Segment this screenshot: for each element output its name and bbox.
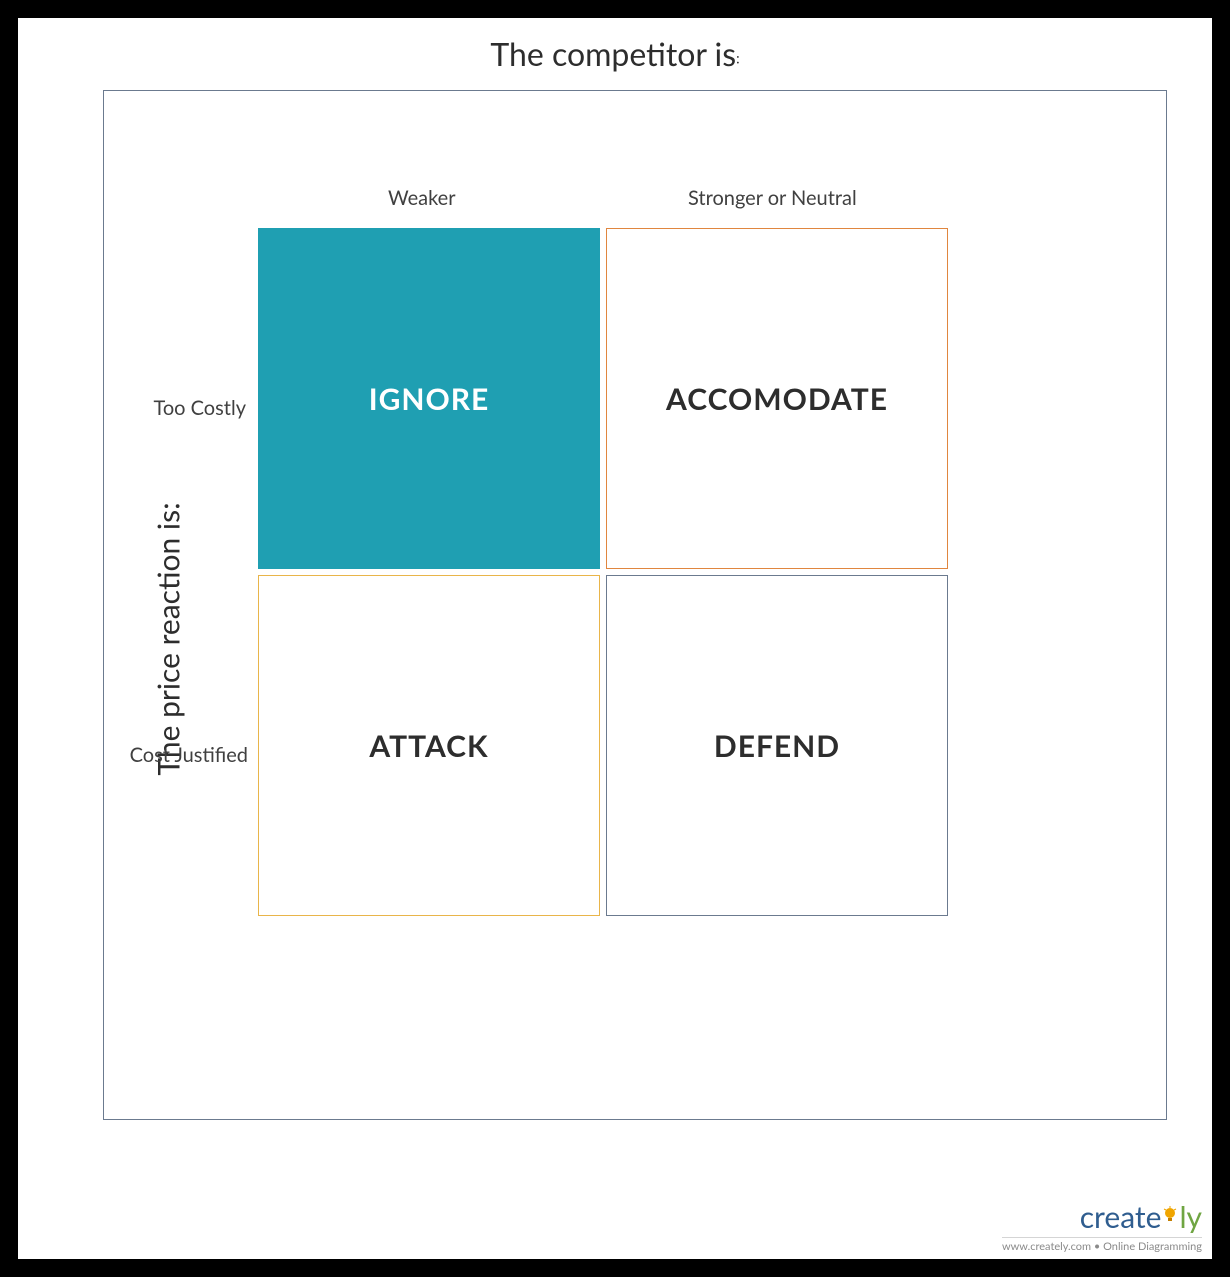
quadrant-accomodate: ACCOMODATE xyxy=(606,228,948,569)
branding-tagline: www.creately.com • Online Diagramming xyxy=(1002,1237,1202,1253)
lightbulb-icon xyxy=(1163,1197,1177,1217)
col-label-stronger: Stronger or Neutral xyxy=(688,186,857,210)
quadrant-attack: ATTACK xyxy=(258,575,600,916)
quadrant-label: ACCOMODATE xyxy=(666,381,888,417)
col-label-weaker: Weaker xyxy=(388,186,456,210)
row-label-cost-justified: Cost Justified xyxy=(113,743,248,767)
quadrant-label: DEFEND xyxy=(714,728,840,764)
left-axis-title: The price reaction is: xyxy=(151,502,187,775)
outer-frame: The competitor is: The price reaction is… xyxy=(0,0,1230,1277)
quadrant-ignore: IGNORE xyxy=(258,228,600,569)
quadrant-label: IGNORE xyxy=(369,381,490,417)
quadrant-label: ATTACK xyxy=(369,728,488,764)
brand-part-create: create xyxy=(1080,1199,1162,1235)
branding: create ly www.creately.com • Online Diag… xyxy=(1002,1199,1202,1253)
matrix-2x2: IGNORE ACCOMODATE ATTACK DEFEND xyxy=(258,228,948,916)
top-axis-title-suffix: : xyxy=(736,49,740,66)
row-label-too-costly: Too Costly xyxy=(136,396,246,420)
creately-logo: create ly xyxy=(1080,1199,1202,1235)
page: The competitor is: The price reaction is… xyxy=(18,18,1212,1259)
brand-part-ly: ly xyxy=(1179,1199,1202,1235)
top-axis-title: The competitor is: xyxy=(18,34,1212,73)
top-axis-title-text: The competitor is xyxy=(490,34,736,73)
quadrant-defend: DEFEND xyxy=(606,575,948,916)
